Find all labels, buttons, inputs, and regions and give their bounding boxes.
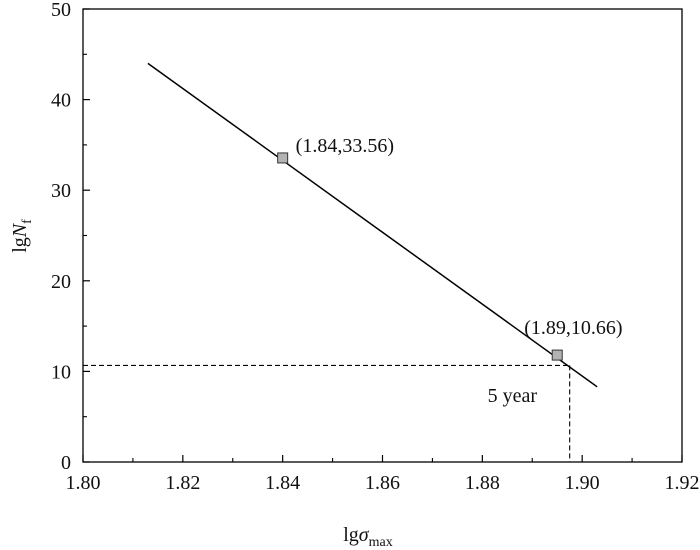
y-tick-label: 20 — [51, 271, 71, 293]
x-tick-label: 1.84 — [265, 472, 300, 494]
annotations: (1.84,33.56) (1.89,10.66) 5 year — [296, 135, 623, 407]
data-point-marker — [277, 152, 289, 164]
x-axis-ticks: 1.80 1.82 1.84 1.86 1.88 1.90 1.92 — [66, 455, 700, 494]
y-tick-label: 30 — [51, 180, 71, 202]
x-tick-label: 1.80 — [66, 472, 101, 494]
x-tick-label: 1.82 — [165, 472, 200, 494]
x-axis-title-subscript: max — [369, 535, 393, 550]
y-axis-title-subscript: f — [20, 219, 35, 224]
y-tick-label: 40 — [51, 90, 71, 112]
y-axis-title-symbol: N — [9, 222, 31, 238]
y-tick-label: 0 — [61, 452, 71, 474]
y-axis-title: lgNf — [9, 219, 35, 253]
x-tick-label: 1.88 — [465, 472, 500, 494]
x-axis-title-base: lg — [343, 524, 359, 546]
data-markers — [277, 152, 563, 361]
y-tick-label: 10 — [51, 361, 71, 383]
x-axis-title-symbol: σ — [359, 524, 370, 546]
data-point-label: (1.84,33.56) — [296, 135, 394, 157]
series-lines — [147, 62, 598, 388]
data-point-label: (1.89,10.66) — [524, 317, 622, 339]
annotation-label: 5 year — [488, 385, 538, 407]
x-tick-label: 1.92 — [665, 472, 700, 494]
reference-lines — [83, 364, 571, 462]
plot-frame — [82, 8, 683, 463]
x-tick-label: 1.90 — [565, 472, 600, 494]
x-tick-label: 1.86 — [365, 472, 400, 494]
data-point-marker — [551, 349, 563, 361]
y-axis-title-base: lg — [9, 237, 31, 253]
x-axis-title: lgσmax — [343, 524, 393, 550]
y-axis-ticks: 0 10 20 30 40 50 — [51, 0, 90, 474]
y-tick-label: 50 — [51, 0, 71, 21]
fit-line — [147, 62, 598, 388]
